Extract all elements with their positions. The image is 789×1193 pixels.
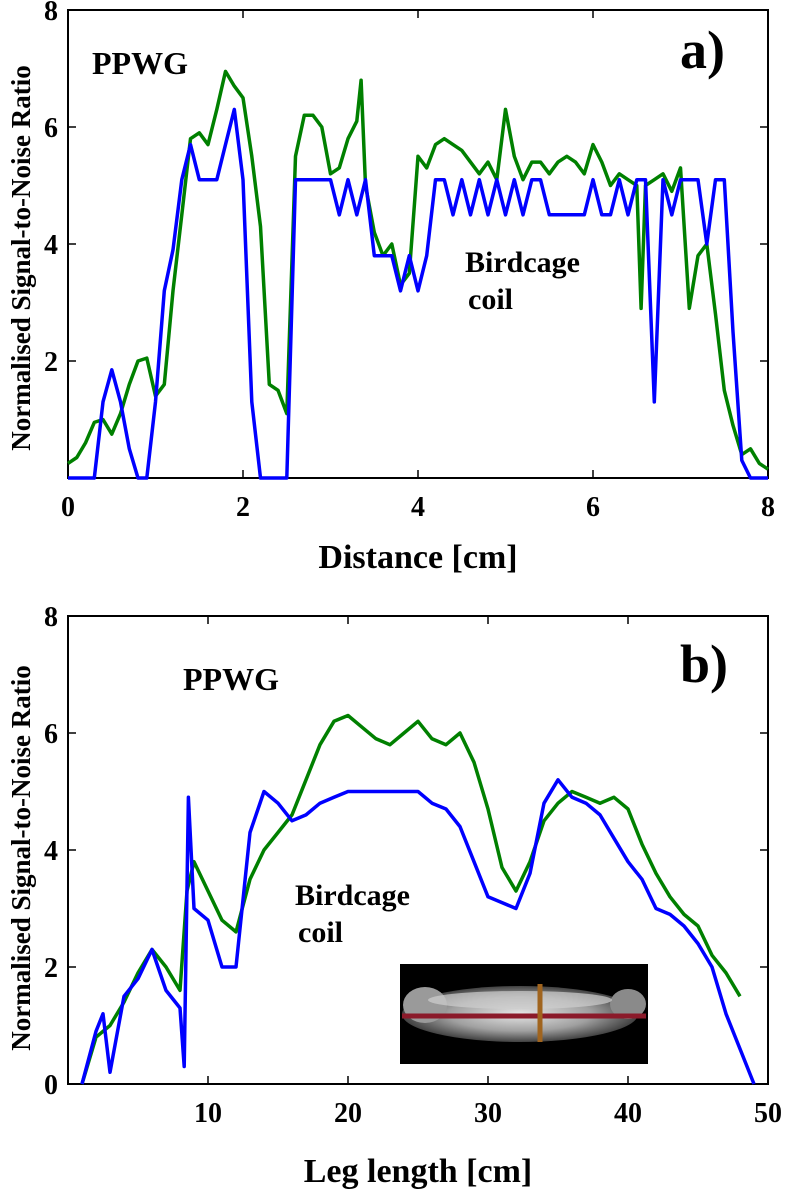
panel-a-xtick-label: 2 bbox=[236, 492, 250, 523]
panel-a-ytick-label: 6 bbox=[44, 113, 58, 144]
panel-a-birdcage-line bbox=[68, 107, 768, 480]
panel-b-xtick-label: 30 bbox=[474, 1098, 502, 1129]
panel-b-birdcage-line bbox=[80, 778, 756, 1085]
panel-a-ytick-label: 8 bbox=[44, 0, 58, 27]
panel-a-birdcage-annotation: Birdcage bbox=[465, 246, 580, 279]
panel-a-label: a) bbox=[680, 20, 725, 80]
panel-b-birdcage-annotation: Birdcage bbox=[295, 879, 410, 912]
panel-b-coil-annotation: coil bbox=[298, 916, 343, 949]
panel-b-ytick-label: 8 bbox=[44, 602, 58, 633]
panel-a-ppwg-annotation: PPWG bbox=[92, 45, 188, 81]
panel-a: 0 2 4 6 8 2 4 6 8 a) PPWG Birdcage coil Distance… bbox=[6, 0, 775, 576]
panel-b-xtick-label: 20 bbox=[334, 1098, 362, 1129]
panel-b-xtick-label: 10 bbox=[194, 1098, 222, 1129]
panel-b-xlabel: Leg length [cm] bbox=[304, 1153, 533, 1190]
panel-a-xtick-label: 4 bbox=[411, 492, 425, 523]
panel-b-ytick-label: 0 bbox=[44, 1070, 58, 1101]
panel-b-label: b) bbox=[680, 634, 728, 694]
panel-a-ytick-label: 2 bbox=[44, 347, 58, 378]
panel-a-coil-annotation: coil bbox=[468, 283, 513, 316]
panel-a-xtick-label: 0 bbox=[61, 492, 75, 523]
panel-b-ytick-label: 6 bbox=[44, 719, 58, 750]
panel-b: 10 20 30 40 50 0 2 4 6 8 b) PPWG Birdcage coil Le… bbox=[6, 602, 782, 1190]
panel-a-xlabel: Distance [cm] bbox=[318, 539, 517, 576]
panel-a-xtick-label: 8 bbox=[761, 492, 775, 523]
panel-b-xtick-label: 40 bbox=[614, 1098, 642, 1129]
panel-a-ylabel: Normalised Signal-to-Noise Ratio bbox=[6, 65, 36, 450]
panel-b-xtick-label: 50 bbox=[754, 1098, 782, 1129]
panel-b-ytick-label: 2 bbox=[44, 953, 58, 984]
panel-b-ylabel: Normalised Signal-to-Noise Ratio bbox=[6, 665, 36, 1050]
panel-a-ppwg-line bbox=[67, 69, 769, 471]
panel-a-ytick-label: 4 bbox=[44, 230, 58, 261]
panel-b-ytick-label: 4 bbox=[44, 836, 58, 867]
panel-a-xtick-label: 6 bbox=[586, 492, 600, 523]
panel-b-ppwg-annotation: PPWG bbox=[183, 661, 279, 697]
leg-mri-inset bbox=[400, 964, 648, 1064]
